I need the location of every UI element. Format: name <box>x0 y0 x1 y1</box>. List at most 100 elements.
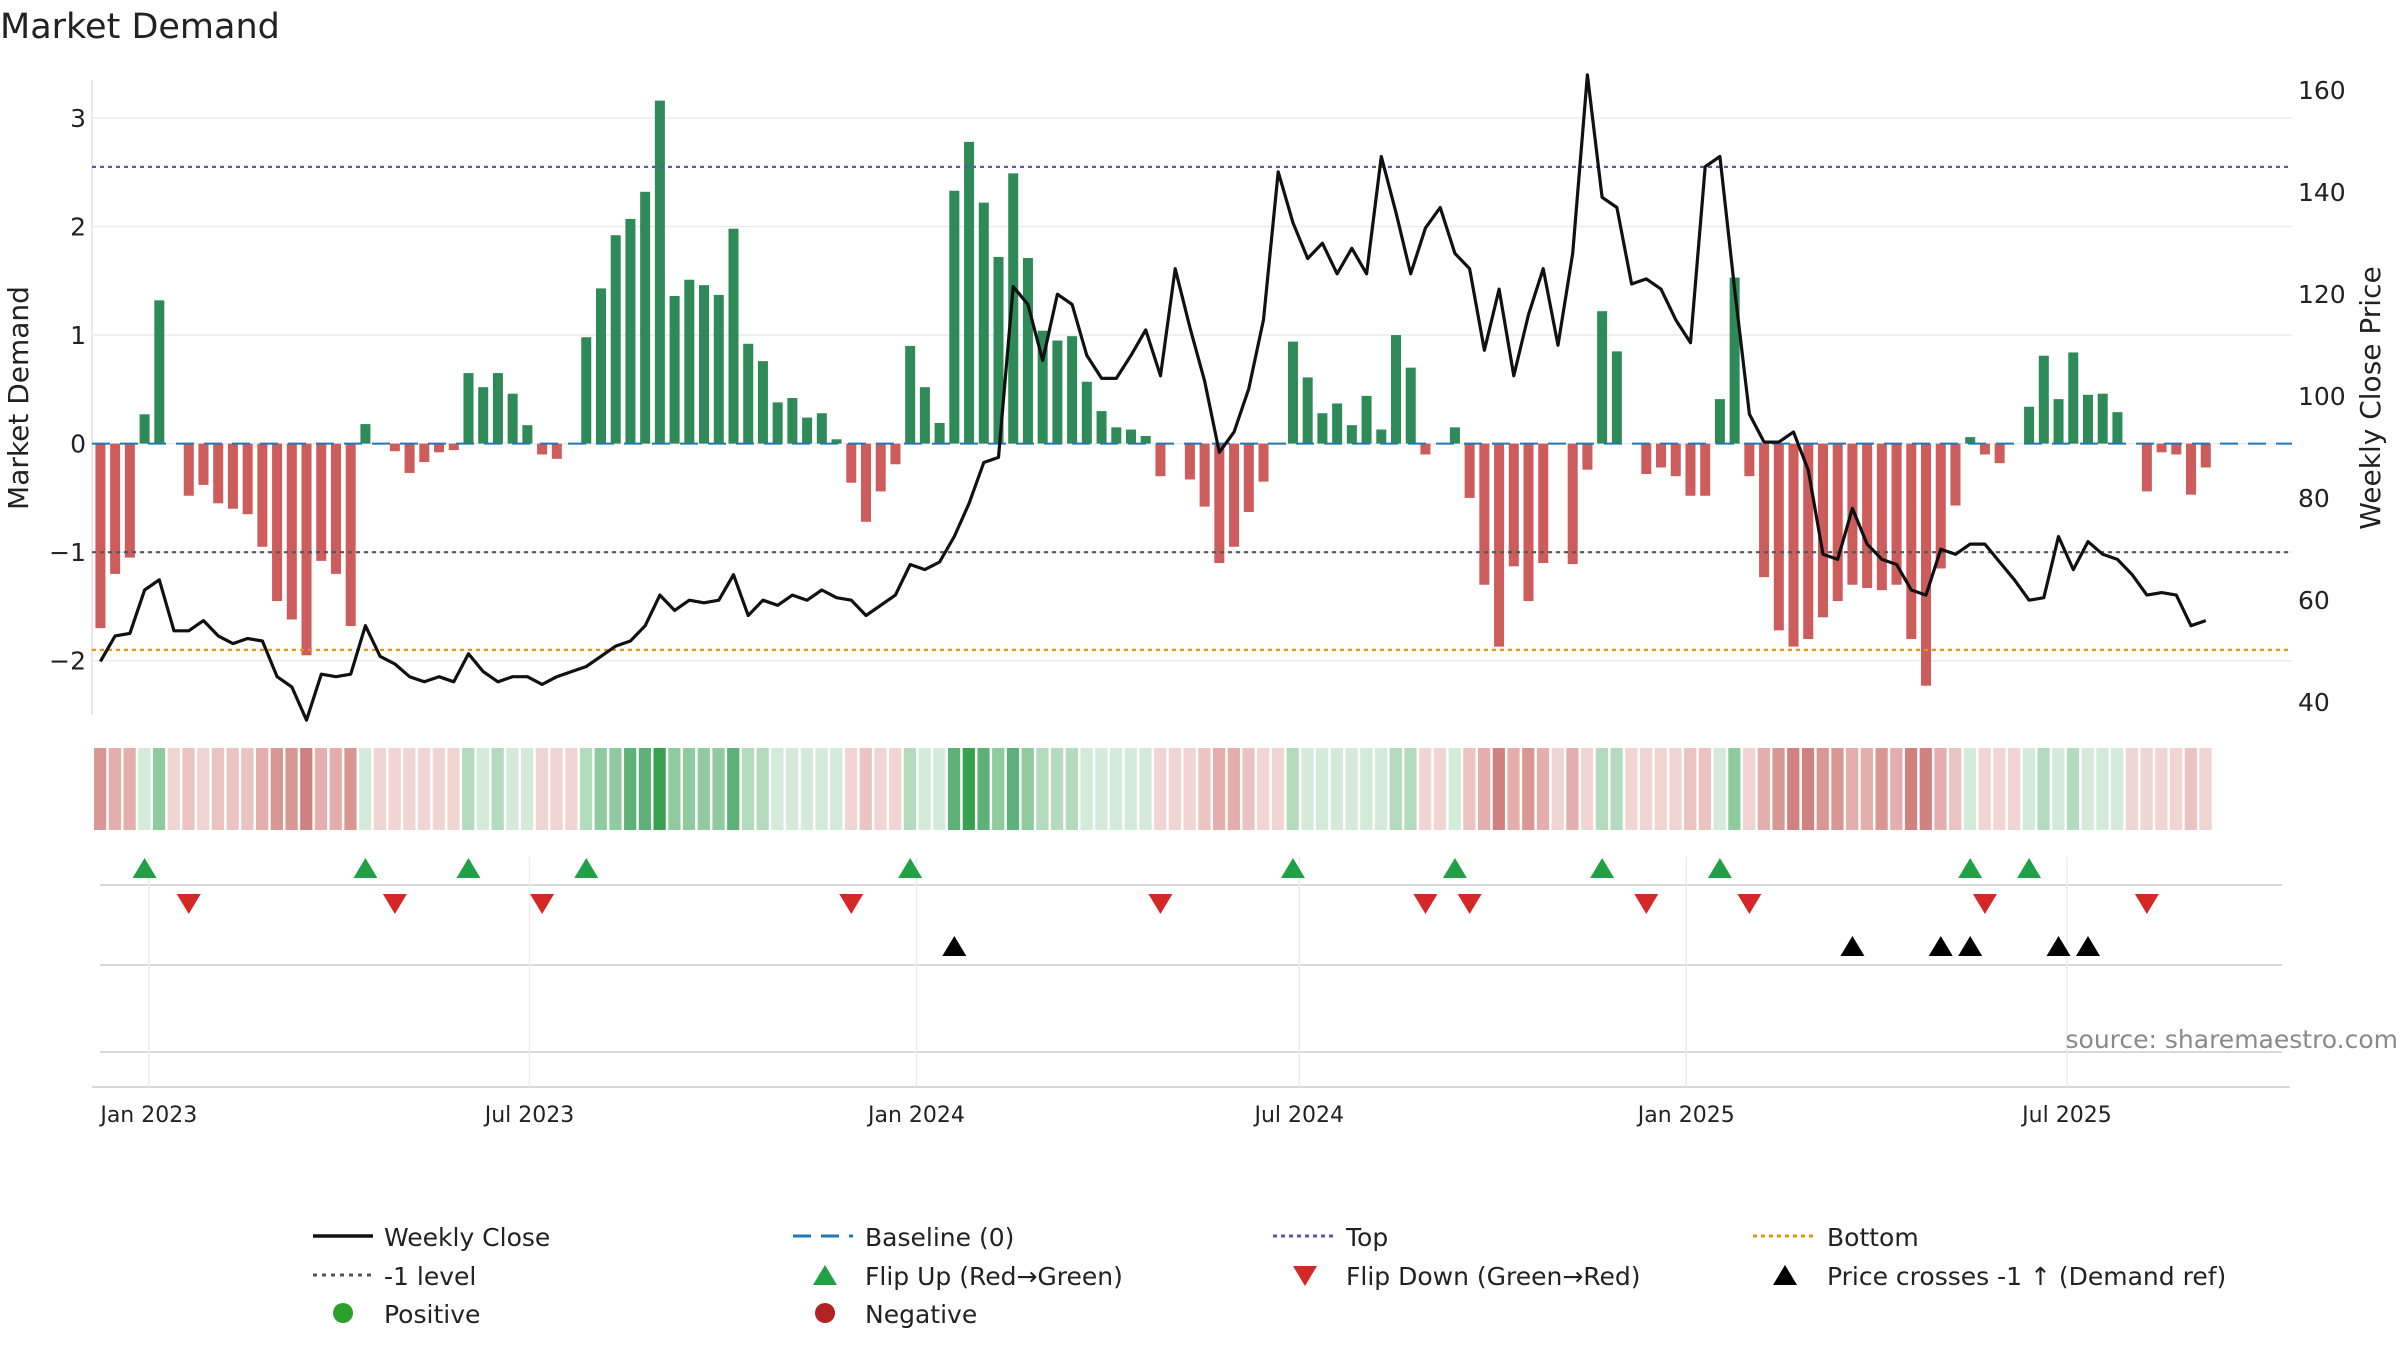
heat-cell <box>2169 748 2183 830</box>
flip-down-marker <box>176 894 201 914</box>
positive-demand-bar <box>919 387 930 444</box>
heat-cell <box>152 748 166 830</box>
heat-cell <box>1743 748 1756 830</box>
heat-cell <box>1831 748 1844 830</box>
negative-demand-bar <box>1950 443 1961 506</box>
heat-cell <box>1095 748 1108 830</box>
heat-cell <box>1536 748 1550 830</box>
heat-cell <box>108 748 121 830</box>
heat-cell <box>1257 748 1270 830</box>
heat-cell <box>1993 748 2006 830</box>
legend-item-flip-down: Flip Down (Green→Red) <box>1293 1262 1641 1291</box>
heat-cell <box>344 748 357 830</box>
negative-demand-bar <box>1979 443 1990 455</box>
heat-cell <box>1109 748 1123 830</box>
heat-cell <box>1477 748 1491 830</box>
legend-item-flip-up: Flip Up (Red→Green) <box>813 1262 1123 1291</box>
negative-demand-bar <box>1508 443 1519 567</box>
x-tick-label: Jan 2024 <box>866 1103 965 1128</box>
positive-demand-bar <box>949 190 960 444</box>
positive-demand-bar <box>1597 311 1608 444</box>
legend-item-bottom: Bottom <box>1753 1223 1919 1252</box>
negative-demand-bar <box>286 443 297 620</box>
heat-cell <box>638 748 652 830</box>
heat-cell <box>1698 748 1712 830</box>
heat-cell <box>417 748 431 830</box>
heat-cell <box>874 748 887 830</box>
heat-cell <box>1772 748 1785 830</box>
positive-demand-bar <box>905 345 916 444</box>
heat-cell <box>1625 748 1638 830</box>
negative-demand-bar <box>1479 443 1490 585</box>
positive-demand-bar <box>1376 429 1387 444</box>
flip-up-marker <box>1707 858 1732 878</box>
heat-cell <box>727 748 740 830</box>
positive-demand-bar <box>1317 413 1328 444</box>
positive-demand-bar <box>787 398 798 444</box>
legend-item-negative: Negative <box>815 1300 977 1329</box>
y-tick-label: 3 <box>70 104 86 133</box>
positive-demand-bar <box>1287 341 1298 444</box>
positive-demand-bar <box>1037 330 1048 444</box>
y2-axis-label: Weekly Close Price <box>2354 266 2387 529</box>
heat-cell <box>1684 748 1697 830</box>
negative-demand-bar <box>1567 443 1578 565</box>
heat-cell <box>182 748 195 830</box>
heat-cell <box>712 748 725 830</box>
price-cross-marker <box>2075 936 2100 956</box>
heat-cell <box>1330 748 1343 830</box>
legend-minus-one-label: -1 level <box>384 1262 476 1291</box>
negative-demand-bar <box>1685 443 1696 496</box>
negative-demand-bar <box>301 443 312 656</box>
price-cross-triangle-icon <box>1773 1265 1797 1285</box>
positive-demand-bar <box>934 423 945 444</box>
y-tick-label: −1 <box>49 538 86 567</box>
positive-demand-bar <box>728 228 739 444</box>
source-credit: source: sharemaestro.com <box>2066 1025 2399 1054</box>
negative-demand-bar <box>1773 443 1784 631</box>
legend-negative-label: Negative <box>865 1300 977 1329</box>
negative-demand-bar <box>404 443 415 473</box>
x-tick-label: Jan 2025 <box>1636 1103 1735 1128</box>
heat-cell <box>197 748 210 830</box>
legend-positive-label: Positive <box>384 1300 480 1329</box>
heat-cell <box>1124 748 1137 830</box>
heat-cell <box>1551 748 1564 830</box>
flip-up-triangle-icon <box>813 1265 837 1285</box>
heat-cell <box>1949 748 1962 830</box>
y-axis-label: Market Demand <box>2 286 35 510</box>
negative-demand-bar <box>213 443 224 504</box>
heat-cell <box>1286 748 1299 830</box>
heat-cell <box>1581 748 1594 830</box>
positive-demand-bar <box>802 417 813 444</box>
negative-demand-bar <box>1876 443 1887 591</box>
demand-heat-strip <box>94 748 2212 830</box>
positive-demand-bar <box>1391 335 1402 444</box>
heat-cell <box>1154 748 1167 830</box>
heat-cell <box>123 748 136 830</box>
negative-demand-bar <box>551 443 562 459</box>
y2-tick-label: 120 <box>2298 280 2346 309</box>
heat-cell <box>167 748 180 830</box>
y-tick-label: −2 <box>49 647 86 676</box>
flip-up-marker <box>1958 858 1983 878</box>
positive-demand-bar <box>1126 429 1137 444</box>
heat-cell <box>1374 748 1388 830</box>
main-plot: −2 −1 0 1 2 3 40 60 80 100 120 140 160 Market Deman… <box>2 73 2387 722</box>
y2-tick-label: 40 <box>2298 688 2330 717</box>
positive-demand-bar <box>816 413 827 444</box>
cross-markers <box>942 936 2100 956</box>
heat-cell <box>1051 748 1064 830</box>
heat-cell <box>314 748 328 830</box>
heat-cell <box>2125 748 2139 830</box>
positive-demand-bar <box>772 402 783 444</box>
negative-demand-bar <box>1258 443 1269 482</box>
flip-up-marker <box>1280 858 1305 878</box>
heat-cell <box>2184 748 2197 830</box>
negative-demand-bar <box>537 443 548 455</box>
heat-cell <box>800 748 813 830</box>
heat-cell <box>359 748 372 830</box>
positive-demand-bar <box>1449 427 1460 444</box>
negative-demand-bar <box>1582 443 1593 470</box>
